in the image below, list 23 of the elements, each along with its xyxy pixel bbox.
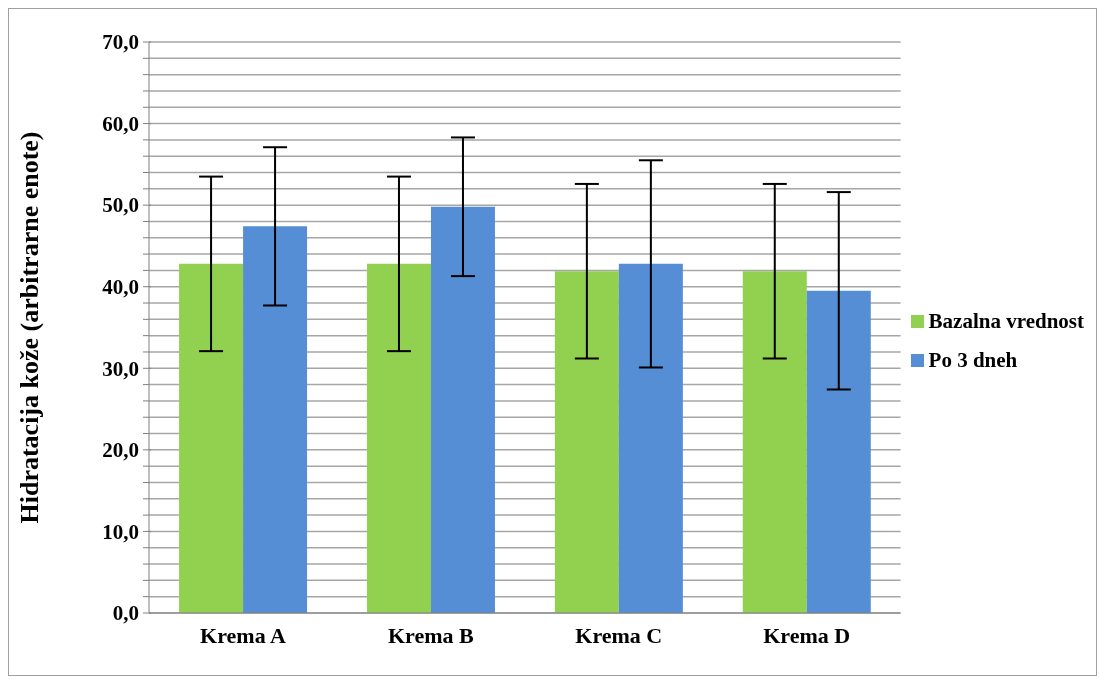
y-tick-label: 10,0	[102, 519, 139, 544]
bar	[243, 226, 308, 613]
x-tick-label: Krema A	[200, 623, 286, 648]
y-axis-title: Hidratacija kože (arbitrarne enote)	[15, 131, 45, 524]
y-tick-label: 40,0	[102, 275, 139, 300]
bar	[806, 290, 871, 613]
bar	[430, 206, 495, 613]
x-tick-label: Krema B	[387, 623, 475, 648]
bar	[618, 263, 683, 613]
y-tick-label: 50,0	[102, 193, 139, 218]
legend-label: Po 3 dneh	[928, 348, 1018, 373]
y-tick-label: 60,0	[102, 111, 139, 136]
y-tick-label: 30,0	[102, 356, 139, 381]
x-tick-label: Krema D	[763, 623, 851, 648]
y-tick-label: 20,0	[102, 438, 139, 463]
bar	[742, 271, 807, 613]
y-tick-label: 70,0	[102, 30, 139, 55]
bar	[179, 263, 244, 613]
x-tick-label: Krema C	[575, 623, 663, 648]
legend-label: Bazalna vrednost	[928, 309, 1084, 334]
bar	[554, 271, 619, 613]
y-tick-label: 0,0	[112, 601, 139, 626]
bar	[366, 263, 431, 613]
